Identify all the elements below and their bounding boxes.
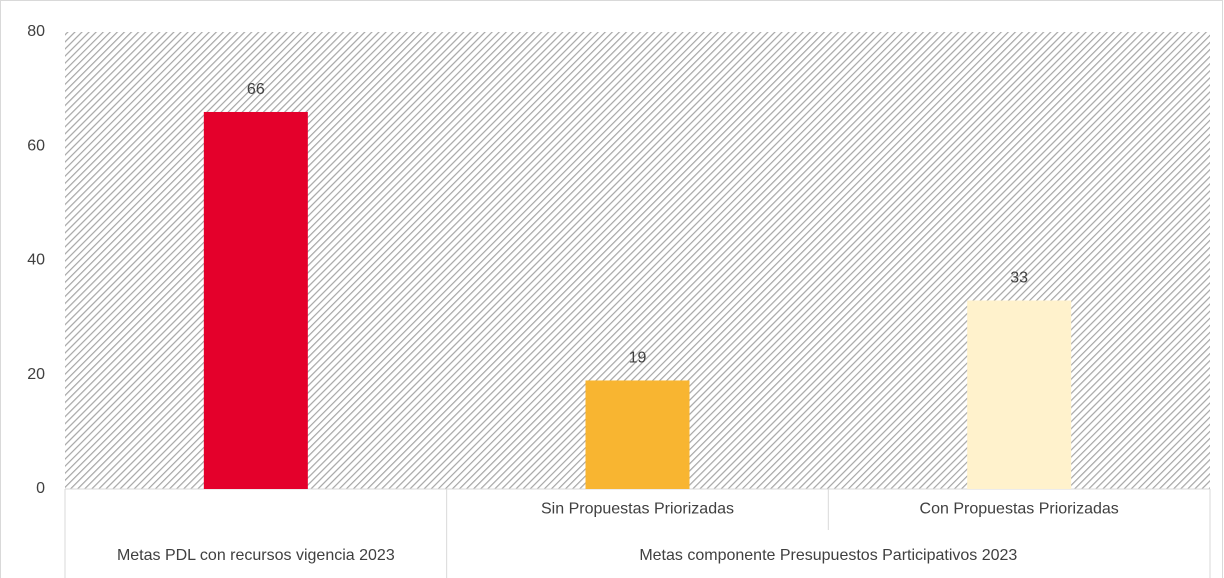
bar [203,111,308,489]
x-group-label: Metas PDL con recursos vigencia 2023 [117,547,395,564]
y-tick-label: 60 [27,137,45,154]
data-label: 33 [1010,270,1028,287]
bar [585,380,690,489]
x-group-label: Metas componente Presupuestos Participat… [639,547,1017,564]
y-tick-label: 40 [27,252,45,269]
x-tick-label: Sin Propuestas Priorizadas [541,501,734,518]
y-tick-label: 80 [27,23,45,40]
x-tick-label: Con Propuestas Priorizadas [920,501,1119,518]
data-label: 19 [629,350,647,367]
y-tick-label: 0 [36,480,45,497]
y-tick-label: 20 [27,366,45,383]
bar [967,300,1072,489]
data-label: 66 [247,81,265,98]
